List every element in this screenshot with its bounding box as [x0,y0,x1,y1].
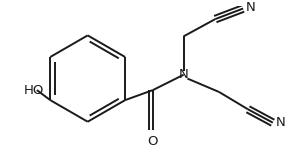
Text: HO: HO [24,84,44,97]
Text: N: N [276,116,285,129]
Text: N: N [179,68,188,81]
Text: N: N [246,1,256,14]
Text: O: O [148,135,158,148]
